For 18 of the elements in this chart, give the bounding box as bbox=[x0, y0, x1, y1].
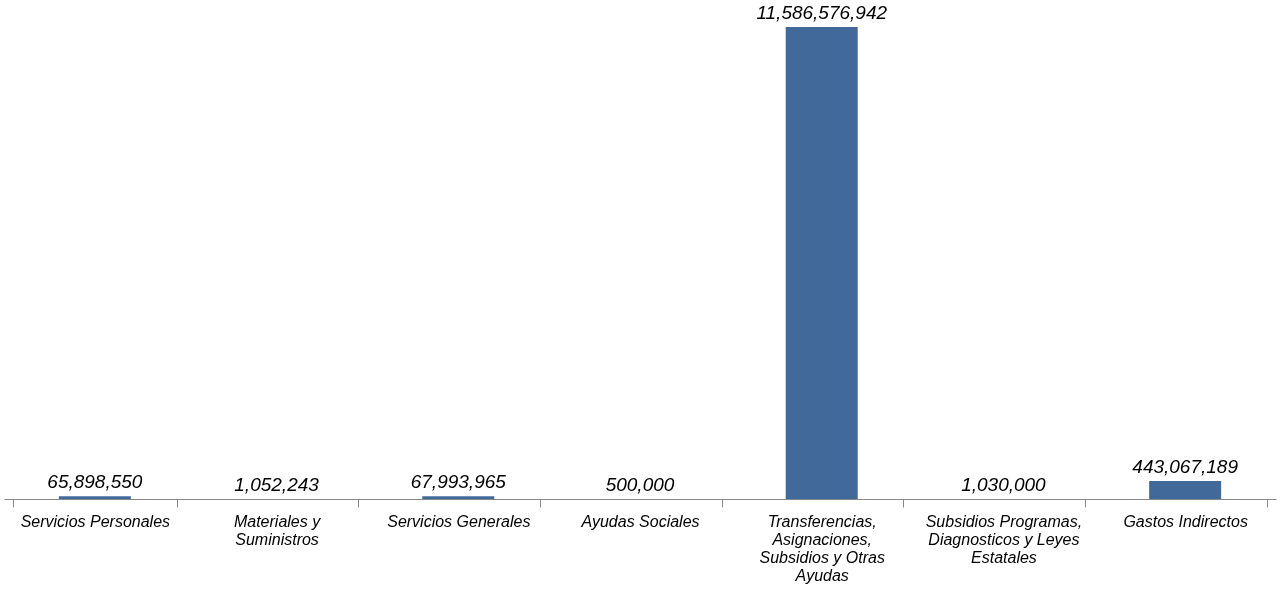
data-label: 65,898,550 bbox=[47, 471, 143, 493]
x-tick-label: Ayudas Sociales bbox=[580, 512, 700, 530]
data-label: 11,586,576,942 bbox=[756, 2, 888, 23]
bar bbox=[785, 27, 858, 499]
data-label: 67,993,965 bbox=[410, 471, 507, 493]
x-tick-label: Transferencias, Asignaciones, Subsidios y Otras Ayudas bbox=[759, 512, 885, 584]
x-tick-label: Gastos Indirectos bbox=[1123, 512, 1248, 530]
x-tick-label: Servicios Personales bbox=[20, 512, 171, 530]
data-label: 1,052,243 bbox=[234, 473, 320, 495]
x-tick-label: Subsidios Programas, Diagnosticos y Leyes Estatales bbox=[925, 512, 1083, 566]
data-label: 1,030,000 bbox=[961, 473, 1047, 495]
x-tick-label: Materiales y Suministros bbox=[233, 512, 322, 548]
bar bbox=[58, 496, 131, 499]
bar bbox=[1149, 480, 1222, 499]
data-label: 500,000 bbox=[605, 473, 675, 495]
bar bbox=[422, 496, 495, 499]
data-label: 443,067,189 bbox=[1132, 455, 1239, 477]
x-tick-label: Servicios Generales bbox=[387, 512, 531, 530]
